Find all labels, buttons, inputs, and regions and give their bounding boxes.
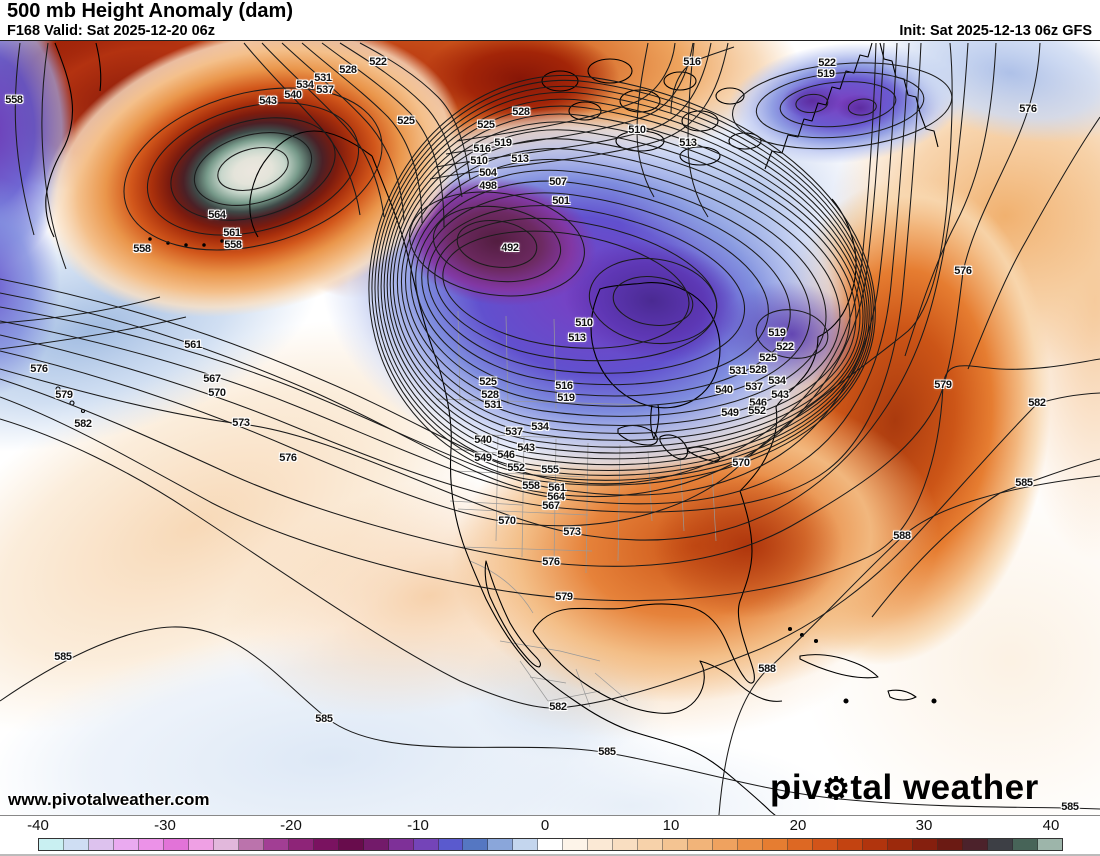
colorbar-cell [513,839,539,850]
colorbar-cell [1012,839,1038,850]
colorbar-cell [738,839,764,850]
colorbar-cell [163,839,189,850]
page-title: 500 mb Height Anomaly (dam) [7,0,293,22]
forecast-valid-time: F168 Valid: Sat 2025-12-20 06z [7,23,215,39]
colorbar-tick: -20 [280,817,302,834]
colorbar-cell [438,839,464,850]
colorbar-cell [588,839,614,850]
colorbar-tick: -40 [27,817,49,834]
colorbar-cell [962,839,988,850]
colorbar-cell [63,839,89,850]
colorbar-cell [463,839,489,850]
pivotal-weather-logo: piv⚙tal weather [770,768,1039,807]
model-init-time: Init: Sat 2025-12-13 06z GFS [899,23,1092,39]
colorbar-cell [887,839,913,850]
colorbar-cell [638,839,664,850]
colorbar-cell [688,839,714,850]
colorbar-cell [388,839,414,850]
colorbar [38,838,1063,851]
colorbar-cell [488,839,514,850]
colorbar-cell [713,839,739,850]
colorbar-cell [563,839,589,850]
colorbar-tick: -10 [407,817,429,834]
gear-icon: ⚙ [822,771,851,806]
colorbar-tick: 30 [915,817,933,834]
colorbar-cell [613,839,639,850]
colorbar-cell [987,839,1013,850]
height-contours [0,42,1100,815]
colorbar-cell [338,839,364,850]
colorbar-cell [288,839,314,850]
watermark: www.pivotalweather.com [8,790,210,809]
colorbar-cell [113,839,139,850]
colorbar-cell [937,839,963,850]
colorbar-tick: -30 [154,817,176,834]
anomaly-fill-layer [0,41,1100,815]
colorbar-cell [138,839,164,850]
colorbar-tick: 20 [789,817,807,834]
colorbar-cell [838,839,863,850]
colorbar-cell [763,839,789,850]
colorbar-cell [862,839,888,850]
colorbar-cell [88,839,114,850]
colorbar-cell [188,839,214,850]
colorbar-cell [413,839,439,850]
colorbar-cell [813,839,838,850]
colorbar-cell [912,839,938,850]
colorbar-tick-labels: -40 -30 -20 -10 0 10 20 30 40 [0,817,1100,837]
colorbar-cell [538,839,564,850]
colorbar-cell [39,839,64,850]
colorbar-cell [313,839,339,850]
colorbar-cell [263,839,289,850]
colorbar-cell [663,839,689,850]
coastlines [45,42,939,815]
state-borders [435,310,717,708]
colorbar-tick: 0 [540,817,550,834]
colorbar-tick: 40 [1042,817,1060,834]
colorbar-cell [238,839,264,850]
colorbar-cell [213,839,239,850]
colorbar-cell [788,839,814,850]
colorbar-cell [1037,839,1062,850]
weather-map [0,40,1100,816]
colorbar-cell [363,839,389,850]
colorbar-tick: 10 [662,817,680,834]
